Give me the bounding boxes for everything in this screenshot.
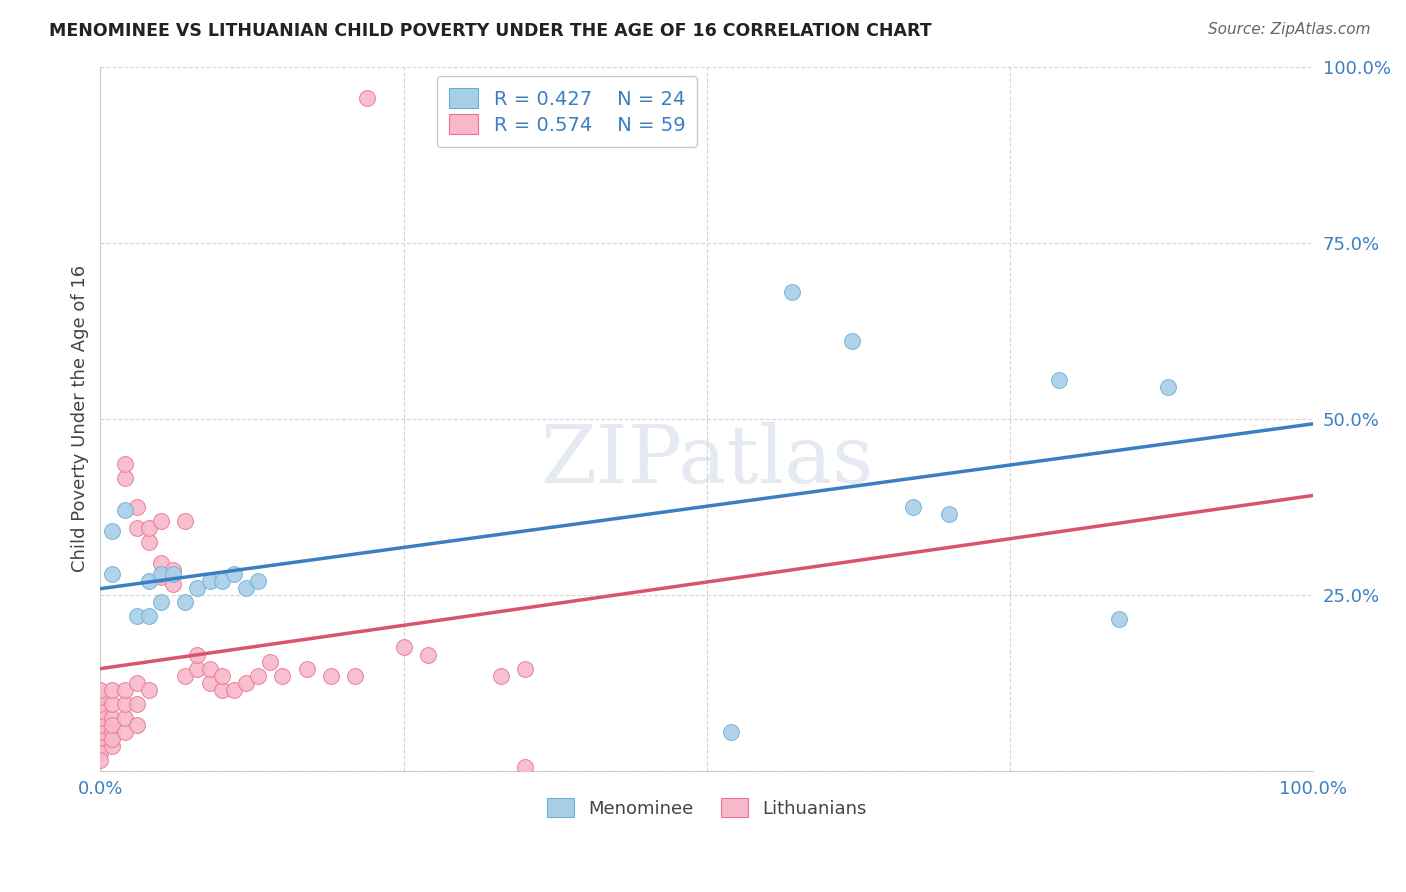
Point xyxy=(89,753,111,767)
Point xyxy=(416,648,439,662)
Point xyxy=(150,556,173,570)
Point xyxy=(1108,612,1130,626)
Point xyxy=(150,566,173,581)
Point xyxy=(720,725,742,739)
Point xyxy=(174,595,197,609)
Point xyxy=(125,500,148,514)
Point xyxy=(198,675,221,690)
Point xyxy=(89,718,111,732)
Point xyxy=(186,581,208,595)
Point xyxy=(89,746,111,760)
Point xyxy=(344,668,367,682)
Point xyxy=(114,711,136,725)
Point xyxy=(101,731,124,746)
Point xyxy=(150,570,173,584)
Point xyxy=(222,566,245,581)
Point xyxy=(356,91,378,105)
Point xyxy=(89,697,111,711)
Point xyxy=(89,690,111,704)
Point xyxy=(114,471,136,485)
Point xyxy=(235,581,257,595)
Point xyxy=(89,739,111,753)
Point xyxy=(211,682,233,697)
Point xyxy=(271,668,294,682)
Point xyxy=(89,682,111,697)
Point xyxy=(901,500,924,514)
Point xyxy=(513,662,536,676)
Point xyxy=(89,725,111,739)
Point xyxy=(162,563,184,577)
Point xyxy=(198,662,221,676)
Point xyxy=(1157,380,1180,394)
Point xyxy=(1047,373,1070,387)
Point xyxy=(89,711,111,725)
Point xyxy=(101,566,124,581)
Point xyxy=(186,662,208,676)
Point xyxy=(125,697,148,711)
Point xyxy=(125,608,148,623)
Point xyxy=(150,595,173,609)
Point xyxy=(114,458,136,472)
Point xyxy=(174,514,197,528)
Point xyxy=(150,514,173,528)
Point xyxy=(101,682,124,697)
Point xyxy=(841,334,863,349)
Point xyxy=(162,577,184,591)
Text: Source: ZipAtlas.com: Source: ZipAtlas.com xyxy=(1208,22,1371,37)
Point xyxy=(114,697,136,711)
Point xyxy=(101,697,124,711)
Point xyxy=(513,760,536,774)
Point xyxy=(198,574,221,588)
Point xyxy=(211,668,233,682)
Point xyxy=(138,534,160,549)
Point xyxy=(138,521,160,535)
Point xyxy=(89,704,111,718)
Text: MENOMINEE VS LITHUANIAN CHILD POVERTY UNDER THE AGE OF 16 CORRELATION CHART: MENOMINEE VS LITHUANIAN CHILD POVERTY UN… xyxy=(49,22,932,40)
Point xyxy=(295,662,318,676)
Point xyxy=(138,574,160,588)
Point xyxy=(114,503,136,517)
Point xyxy=(101,718,124,732)
Y-axis label: Child Poverty Under the Age of 16: Child Poverty Under the Age of 16 xyxy=(72,265,89,572)
Point xyxy=(89,731,111,746)
Point xyxy=(186,648,208,662)
Point xyxy=(319,668,342,682)
Point xyxy=(101,524,124,539)
Point xyxy=(247,574,270,588)
Point xyxy=(392,640,415,655)
Point xyxy=(101,725,124,739)
Point xyxy=(138,682,160,697)
Point xyxy=(125,675,148,690)
Point xyxy=(211,574,233,588)
Point xyxy=(101,711,124,725)
Point xyxy=(235,675,257,690)
Point xyxy=(125,718,148,732)
Point xyxy=(125,521,148,535)
Point xyxy=(138,608,160,623)
Point xyxy=(938,507,960,521)
Point xyxy=(780,285,803,299)
Point xyxy=(259,655,281,669)
Point xyxy=(489,668,512,682)
Point xyxy=(162,566,184,581)
Point xyxy=(114,725,136,739)
Legend: Menominee, Lithuanians: Menominee, Lithuanians xyxy=(540,791,875,825)
Point xyxy=(101,739,124,753)
Point xyxy=(222,682,245,697)
Point xyxy=(174,668,197,682)
Point xyxy=(114,682,136,697)
Text: ZIPatlas: ZIPatlas xyxy=(540,422,873,500)
Point xyxy=(247,668,270,682)
